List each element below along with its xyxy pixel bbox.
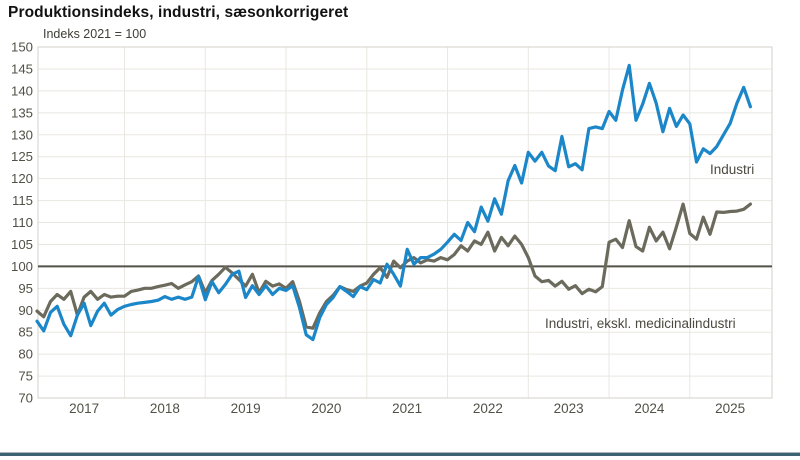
- axis-unit-note: Indeks 2021 = 100: [43, 27, 147, 41]
- y-axis-tick-label: 80: [18, 347, 33, 362]
- y-axis-tick-label: 130: [11, 127, 33, 142]
- series-line-industri-ekskl-medicinalindustri: [35, 202, 753, 330]
- x-axis-year-label: 2018: [150, 401, 180, 416]
- series-label-industri: Industri: [710, 162, 755, 177]
- x-axis-year-label: 2023: [554, 401, 584, 416]
- y-axis-tick-label: 135: [11, 105, 33, 120]
- x-axis-year-label: 2017: [69, 401, 99, 416]
- y-axis-tick-label: 145: [11, 61, 33, 76]
- x-axis-year-label: 2024: [634, 401, 665, 416]
- y-axis-tick-label: 125: [11, 149, 33, 164]
- plot-border: [37, 46, 773, 399]
- x-axis-year-label: 2019: [231, 401, 261, 416]
- x-axis-year-label: 2025: [715, 401, 745, 416]
- x-axis-year-label: 2021: [392, 401, 422, 416]
- chart-title: Produktionsindeks, industri, sæsonkorrig…: [8, 4, 349, 21]
- y-axis-tick-label: 75: [18, 369, 33, 384]
- y-axis-tick-label: 115: [12, 193, 33, 208]
- y-axis-tick-label: 110: [12, 215, 33, 230]
- y-axis-tick-label: 140: [11, 83, 33, 98]
- y-axis-tick-label: 85: [18, 325, 33, 340]
- y-axis-tick-label: 120: [11, 171, 33, 186]
- series-label-industri-ekskl-medicinalindustri: Industri, ekskl. medicinalindustri: [545, 316, 736, 331]
- series-line-industri: [35, 63, 753, 342]
- y-axis-tick-label: 70: [18, 391, 33, 406]
- x-axis-year-label: 2020: [311, 401, 341, 416]
- y-axis-tick-label: 90: [18, 303, 33, 318]
- y-axis-tick-label: 150: [11, 40, 33, 55]
- y-axis-tick-label: 100: [11, 259, 33, 274]
- y-axis-tick-label: 95: [18, 281, 33, 296]
- footer-divider-bar: [0, 452, 800, 456]
- y-axis-tick-label: 105: [11, 237, 33, 252]
- x-axis-year-label: 2022: [473, 401, 503, 416]
